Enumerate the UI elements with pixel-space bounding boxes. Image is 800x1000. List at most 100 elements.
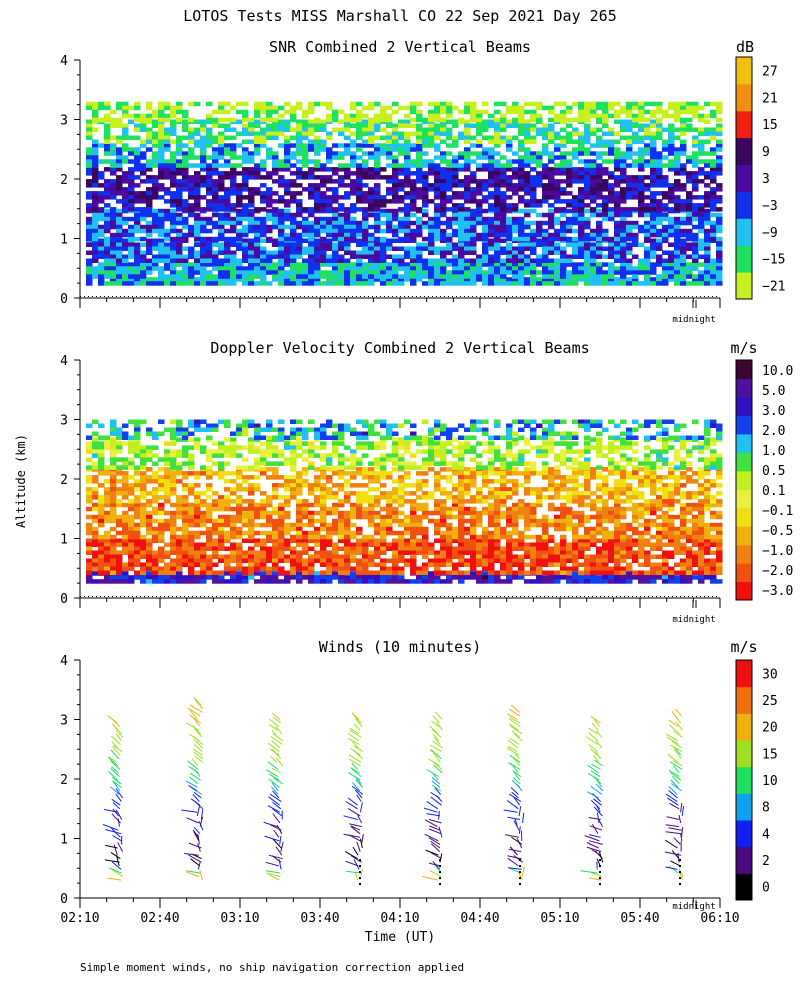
heatmap-cell [458,242,465,247]
heatmap-cell [308,183,315,188]
heatmap-cell [434,155,441,160]
heatmap-cell [86,538,93,543]
heatmap-cell [170,514,177,520]
heatmap-cell [134,155,141,160]
heatmap-cell [332,127,339,132]
heatmap-cell [140,522,147,528]
heatmap-cell [218,135,225,140]
heatmap-cell [176,502,183,508]
heatmap-cell [152,566,159,571]
heatmap-cell [146,522,153,528]
heatmap-cell [518,167,525,172]
heatmap-cell [260,195,267,200]
heatmap-cell [314,191,321,196]
heatmap-cell [530,262,537,267]
heatmap-cell [86,258,93,263]
heatmap-cell [476,155,483,160]
heatmap-cell [320,101,327,107]
heatmap-cell [278,530,285,536]
heatmap-cell [386,131,393,136]
heatmap-cell [482,224,489,230]
heatmap-cell [506,105,513,111]
heatmap-cell [338,127,345,132]
heatmap-cell [458,212,465,218]
heatmap-cell [548,105,555,111]
heatmap-cell [122,562,129,567]
heatmap-cell [548,216,555,222]
heatmap-cell [380,266,387,271]
heatmap-cell [272,179,279,184]
heatmap-cell [230,491,237,496]
heatmap-cell [176,220,183,226]
heatmap-cell [146,250,153,255]
heatmap-cell [170,220,177,226]
heatmap-cell [710,207,717,212]
heatmap-cell [368,262,375,267]
heatmap-cell [560,220,567,226]
heatmap-cell [86,579,93,584]
heatmap-cell [560,167,567,172]
heatmap-cell [530,281,537,286]
heatmap-cell [254,216,261,222]
heatmap-cell [464,224,471,230]
heatmap-cell [152,119,159,124]
heatmap-cell [278,427,285,432]
heatmap-cell [518,236,525,242]
heatmap-cell [608,207,615,212]
heatmap-cell [548,195,555,200]
heatmap-cell [542,246,549,251]
heatmap-cell [644,262,651,267]
heatmap-cell [284,179,291,184]
heatmap-cell [452,195,459,200]
heatmap-cell [596,143,603,148]
heatmap-cell [308,228,315,234]
heatmap-cell [146,277,153,282]
heatmap-cell [158,475,165,480]
heatmap-cell [176,159,183,164]
heatmap-cell [512,109,519,115]
heatmap-cell [488,220,495,226]
heatmap-cell [104,228,111,234]
heatmap-cell [464,101,471,107]
heatmap-cell [338,242,345,247]
heatmap-cell [86,499,93,504]
heatmap-cell [494,274,501,279]
heatmap-cell [110,147,117,152]
heatmap-cell [188,542,195,547]
heatmap-cell [206,191,213,196]
heatmap-cell [128,183,135,188]
heatmap-cell [464,212,471,218]
heatmap-cell [194,250,201,255]
heatmap-cell [356,183,363,188]
heatmap-cell [266,212,273,218]
heatmap-cell [176,167,183,172]
heatmap-cell [254,105,261,111]
heatmap-cell [146,514,153,520]
heatmap-cell [200,135,207,140]
heatmap-cell [356,147,363,152]
heatmap-cell [86,236,93,242]
heatmap-cell [644,207,651,212]
heatmap-cell [644,187,651,192]
heatmap-cell [200,499,207,504]
heatmap-cell [500,139,507,144]
heatmap-cell [152,554,159,559]
heatmap-cell [110,453,117,458]
heatmap-cell [368,277,375,282]
heatmap-cell [182,427,189,432]
heatmap-cell [122,510,129,516]
heatmap-cell [296,554,303,559]
heatmap-cell [620,228,627,234]
heatmap-cell [254,191,261,196]
heatmap-cell [236,495,243,500]
heatmap-cell [122,423,129,428]
heatmap-cell [596,127,603,132]
heatmap-cell [560,277,567,282]
heatmap-cell [116,224,123,230]
heatmap-cell [266,187,273,192]
heatmap-cell [476,262,483,267]
heatmap-cell [272,151,279,156]
heatmap-cell [626,113,633,119]
heatmap-cell [272,487,279,492]
heatmap-cell [182,471,189,476]
